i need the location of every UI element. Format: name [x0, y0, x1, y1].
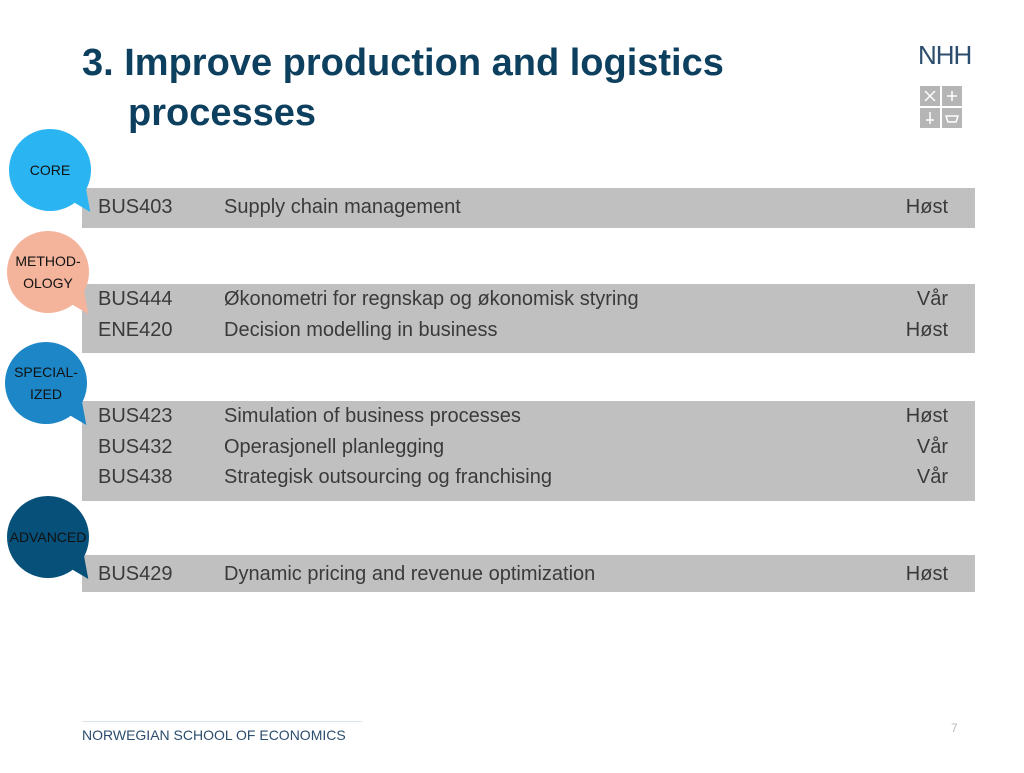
- badge: ADVANCED: [7, 496, 89, 578]
- semester: Høst: [905, 196, 948, 218]
- footer-rule: [82, 721, 362, 722]
- badge-text: METHOD-: [15, 253, 81, 269]
- footer-school: NORWEGIAN SCHOOL OF ECONOMICS: [82, 727, 346, 743]
- table-band: [82, 188, 975, 228]
- course-name: Operasjonell planlegging: [224, 435, 445, 458]
- semester: Høst: [905, 405, 948, 427]
- course-name: Supply chain management: [224, 196, 461, 218]
- course-name: Simulation of business processes: [224, 405, 521, 427]
- course-code: BUS403: [98, 196, 173, 218]
- course-code: ENE420: [98, 318, 173, 341]
- course-code: BUS423: [98, 405, 173, 427]
- badge-text: CORE: [29, 162, 71, 178]
- table-band: [82, 284, 975, 353]
- badge-text: OLOGY: [23, 275, 73, 291]
- page-number: 7: [951, 721, 958, 735]
- semester: Vår: [916, 466, 948, 488]
- course-name: Decision modelling in business: [224, 318, 498, 341]
- semester: Høst: [905, 563, 948, 585]
- course-code: BUS438: [98, 466, 173, 488]
- table-band: [82, 401, 975, 501]
- badge: CORE: [9, 129, 91, 211]
- badge: SPECIAL- IZED: [5, 342, 87, 424]
- badge-text: SPECIAL-: [14, 364, 78, 380]
- course-code: BUS432: [98, 435, 173, 458]
- semester: Vår: [916, 288, 948, 310]
- badge: METHOD- OLOGY: [7, 231, 89, 313]
- course-code: BUS429: [98, 563, 173, 585]
- badge-text: ADVANCED: [9, 529, 87, 545]
- logo: NHH: [918, 40, 972, 70]
- semester: Høst: [905, 318, 948, 341]
- course-name: Dynamic pricing and revenue optimization: [224, 563, 596, 585]
- title-line: 3. Improve production and logistics: [82, 42, 724, 84]
- table-band: [82, 555, 975, 592]
- course-name: Strategisk outsourcing og franchising: [224, 466, 552, 488]
- logo-icons: [920, 86, 962, 128]
- course-code: BUS444: [98, 288, 173, 310]
- course-name: Økonometri for regnskap og økonomisk sty…: [224, 288, 639, 310]
- semester: Vår: [916, 435, 948, 458]
- title-line: processes: [128, 92, 317, 134]
- badge-text: IZED: [30, 386, 62, 402]
